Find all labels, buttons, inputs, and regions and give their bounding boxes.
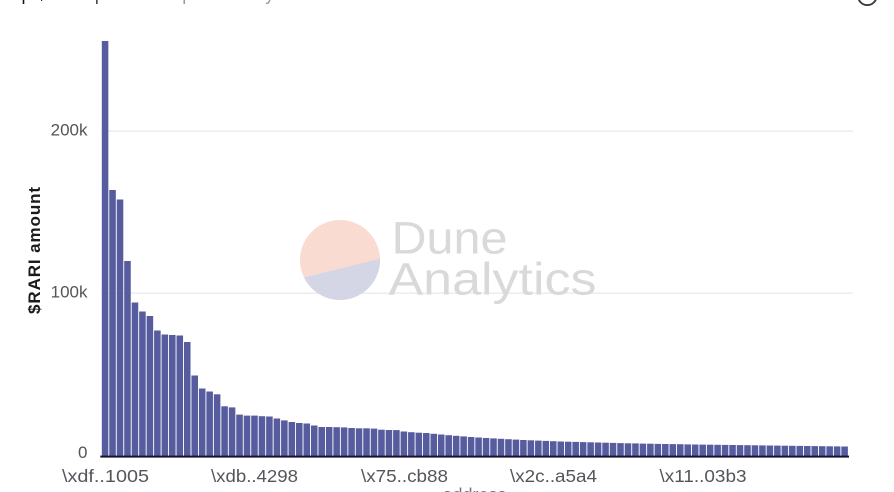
- svg-text:Top $RARI | rari-airdrop-claim: Top $RARI | rari-airdrop-claims-by-ad: [3, 0, 301, 4]
- svg-text:200k: 200k: [51, 121, 88, 140]
- svg-text:$RARI amount: $RARI amount: [25, 186, 44, 314]
- svg-text:Analytics: Analytics: [389, 254, 597, 305]
- svg-text:\xdb..4298: \xdb..4298: [211, 466, 298, 486]
- svg-text:100k: 100k: [51, 283, 88, 302]
- svg-text:0: 0: [78, 443, 87, 462]
- svg-text:\x75..cb88: \x75..cb88: [361, 466, 448, 486]
- svg-text:Dune: Dune: [392, 213, 508, 264]
- svg-text:\x11..03b3: \x11..03b3: [660, 466, 747, 486]
- svg-text:address: address: [442, 485, 506, 492]
- svg-text:\x2c..a5a4: \x2c..a5a4: [510, 466, 597, 486]
- svg-text:\xdf..1005: \xdf..1005: [62, 466, 149, 486]
